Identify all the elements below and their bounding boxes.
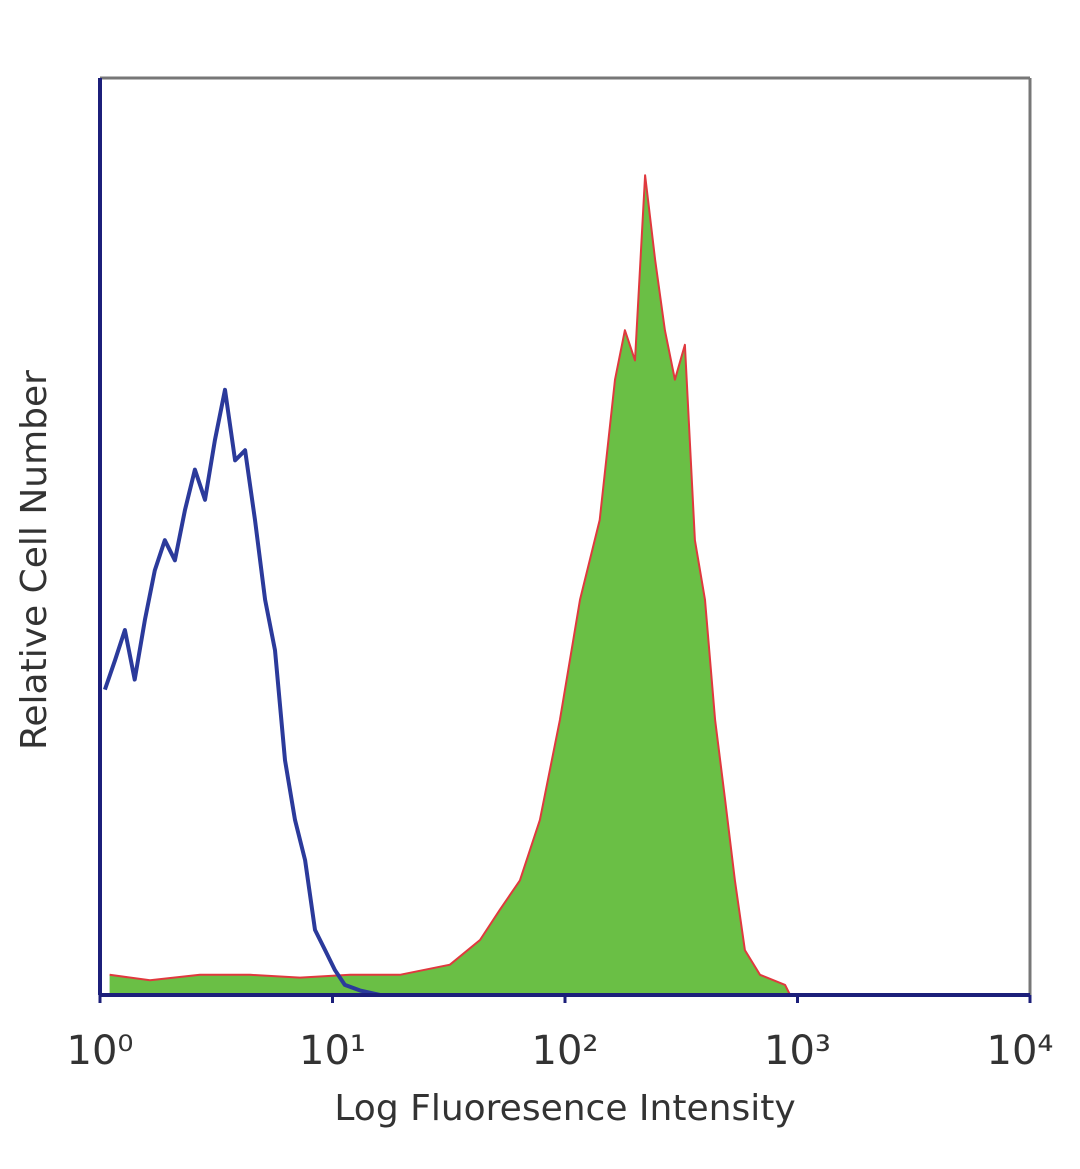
histogram-line <box>103 387 381 997</box>
x-tick-label: 10⁴ <box>987 1028 1054 1074</box>
histogram-line <box>109 174 791 996</box>
x-tick-label: 10² <box>532 1028 599 1074</box>
x-axis-title: Log Fluoresence Intensity <box>334 1088 795 1129</box>
x-tick-label: 10⁰ <box>67 1028 134 1074</box>
histogram-area <box>109 175 791 995</box>
x-tick-label: 10³ <box>764 1028 831 1074</box>
y-axis-title: Relative Cell Number <box>14 370 55 750</box>
x-tick-label: 10¹ <box>299 1028 366 1074</box>
